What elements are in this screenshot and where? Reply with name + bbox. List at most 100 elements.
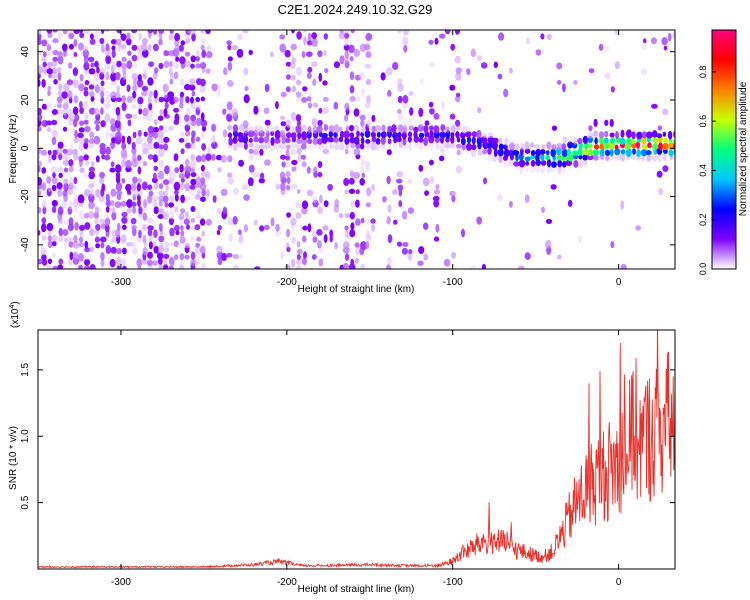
spectrogram-cell bbox=[236, 34, 244, 40]
spectrogram-cell bbox=[258, 178, 265, 184]
spectrogram-cell bbox=[116, 194, 122, 201]
spectrogram-cell bbox=[396, 171, 404, 178]
spectrogram-cell bbox=[78, 155, 84, 162]
spectrogram-cell bbox=[147, 96, 152, 105]
spectrogram-cell bbox=[115, 131, 122, 140]
spectrogram-cell bbox=[636, 141, 640, 149]
spectrogram-cell bbox=[93, 107, 100, 116]
spectrogram-cell bbox=[593, 130, 598, 137]
spectrogram-cell bbox=[550, 184, 557, 190]
spectrogram-cell bbox=[38, 113, 43, 122]
spectrogram-cell bbox=[466, 142, 472, 151]
spectrogram-cell bbox=[253, 124, 260, 134]
spectrogram-cell bbox=[100, 223, 107, 230]
spectrogram-cell bbox=[355, 246, 361, 256]
spectrogram-cell bbox=[221, 253, 228, 261]
spectrogram-cell bbox=[48, 154, 52, 164]
spectrogram-cell bbox=[38, 125, 42, 132]
spectrogram-cell bbox=[424, 190, 430, 197]
spectrogram-cell bbox=[100, 242, 105, 249]
spectrogram-cell bbox=[493, 61, 498, 69]
spectrogram-cell bbox=[73, 185, 78, 191]
spectrogram-cell bbox=[238, 254, 243, 260]
spectrogram-cell bbox=[88, 166, 95, 173]
spectrogram-cell bbox=[374, 141, 381, 151]
spectrogram-cell bbox=[318, 72, 323, 82]
spectrogram-cell bbox=[295, 96, 301, 103]
spectrogram-cell bbox=[295, 114, 302, 122]
spectrogram-cell bbox=[413, 126, 419, 133]
spectrogram-cell bbox=[651, 143, 659, 150]
spectrogram-cell bbox=[418, 164, 424, 172]
spectrogram-cell bbox=[200, 96, 205, 102]
spectrogram-cell bbox=[200, 30, 205, 34]
spectrogram-cell bbox=[344, 225, 349, 231]
spectrogram-cell bbox=[290, 74, 296, 81]
spectrogram-cell bbox=[311, 196, 319, 203]
spectrogram-cell bbox=[364, 43, 371, 51]
spectrogram-cell bbox=[471, 136, 476, 145]
spectrogram-cell bbox=[270, 217, 275, 227]
spectrogram-cell bbox=[69, 251, 74, 261]
spectrogram-cell bbox=[174, 224, 180, 232]
spectrogram-cell bbox=[68, 113, 75, 122]
spectrogram-cell bbox=[342, 263, 349, 269]
spectrogram-cell bbox=[46, 222, 54, 232]
spectrogram-cell bbox=[79, 120, 85, 126]
spectrogram-cell bbox=[174, 113, 180, 123]
spectrogram-cell bbox=[317, 240, 322, 249]
spectrogram-cell bbox=[587, 143, 593, 149]
spectrogram-cell bbox=[402, 94, 409, 104]
spectrogram-cell bbox=[38, 147, 41, 155]
spectrogram-cell bbox=[185, 107, 191, 116]
spectrogram-cell bbox=[407, 207, 415, 215]
spectrogram-cell bbox=[61, 91, 68, 99]
spectrogram-cell bbox=[243, 194, 250, 201]
spectrogram-cell bbox=[220, 188, 228, 197]
spectrogram-cell bbox=[286, 228, 291, 238]
spectrogram-cell bbox=[424, 120, 430, 126]
spectrogram-cell bbox=[158, 208, 165, 214]
spectrogram-cell bbox=[122, 247, 127, 255]
spectrogram-cell bbox=[47, 61, 53, 69]
spectrogram-cell bbox=[104, 213, 110, 219]
spectrogram-cell bbox=[57, 51, 63, 59]
spectrogram-cell bbox=[535, 164, 541, 173]
spectrogram-cell bbox=[641, 136, 647, 145]
spectrogram-ylabel: Frequency (Hz) bbox=[8, 115, 19, 184]
spectrogram-cell bbox=[121, 135, 126, 144]
spectrogram-cell bbox=[146, 113, 154, 122]
spectrogram-cell bbox=[307, 66, 313, 73]
spectrogram-cell bbox=[444, 30, 451, 35]
spectrogram-cell bbox=[540, 33, 545, 40]
spectrogram-cell bbox=[72, 67, 79, 76]
spectrogram-cell bbox=[196, 101, 202, 110]
spectrogram-cell bbox=[180, 230, 185, 237]
spectrogram-cells bbox=[38, 30, 675, 269]
spectrogram-cell bbox=[174, 71, 179, 80]
spectrogram-cell bbox=[398, 142, 403, 148]
spectrogram-cell bbox=[96, 66, 100, 74]
spectrogram-cell bbox=[72, 148, 78, 155]
spectrogram-cell bbox=[137, 178, 142, 184]
spectrogram-cell bbox=[173, 153, 179, 162]
spectrogram-cell bbox=[323, 49, 327, 57]
spectrogram-cell bbox=[148, 234, 153, 242]
snr-scale-exponent: 4 bbox=[9, 305, 16, 309]
spectrogram-cell bbox=[138, 206, 143, 215]
spectrogram-cell bbox=[58, 227, 63, 237]
spectrogram-cell bbox=[295, 66, 302, 76]
spectrogram-cell bbox=[385, 67, 393, 76]
spectrogram-cell bbox=[78, 242, 84, 248]
spectrogram-cell bbox=[518, 159, 526, 168]
spectrogram-cell bbox=[306, 189, 314, 197]
colorbar-tick-label: 0.8 bbox=[698, 66, 708, 79]
spectrogram-cell bbox=[344, 137, 350, 145]
spectrogram-cell bbox=[157, 137, 164, 144]
spectrogram-cell bbox=[456, 92, 461, 98]
spectrogram-cell bbox=[450, 135, 455, 144]
spectrogram-cell bbox=[142, 107, 149, 117]
spectrogram-cell bbox=[190, 251, 196, 260]
spectrogram-cell bbox=[88, 91, 95, 97]
spectrogram-cell bbox=[94, 119, 101, 125]
